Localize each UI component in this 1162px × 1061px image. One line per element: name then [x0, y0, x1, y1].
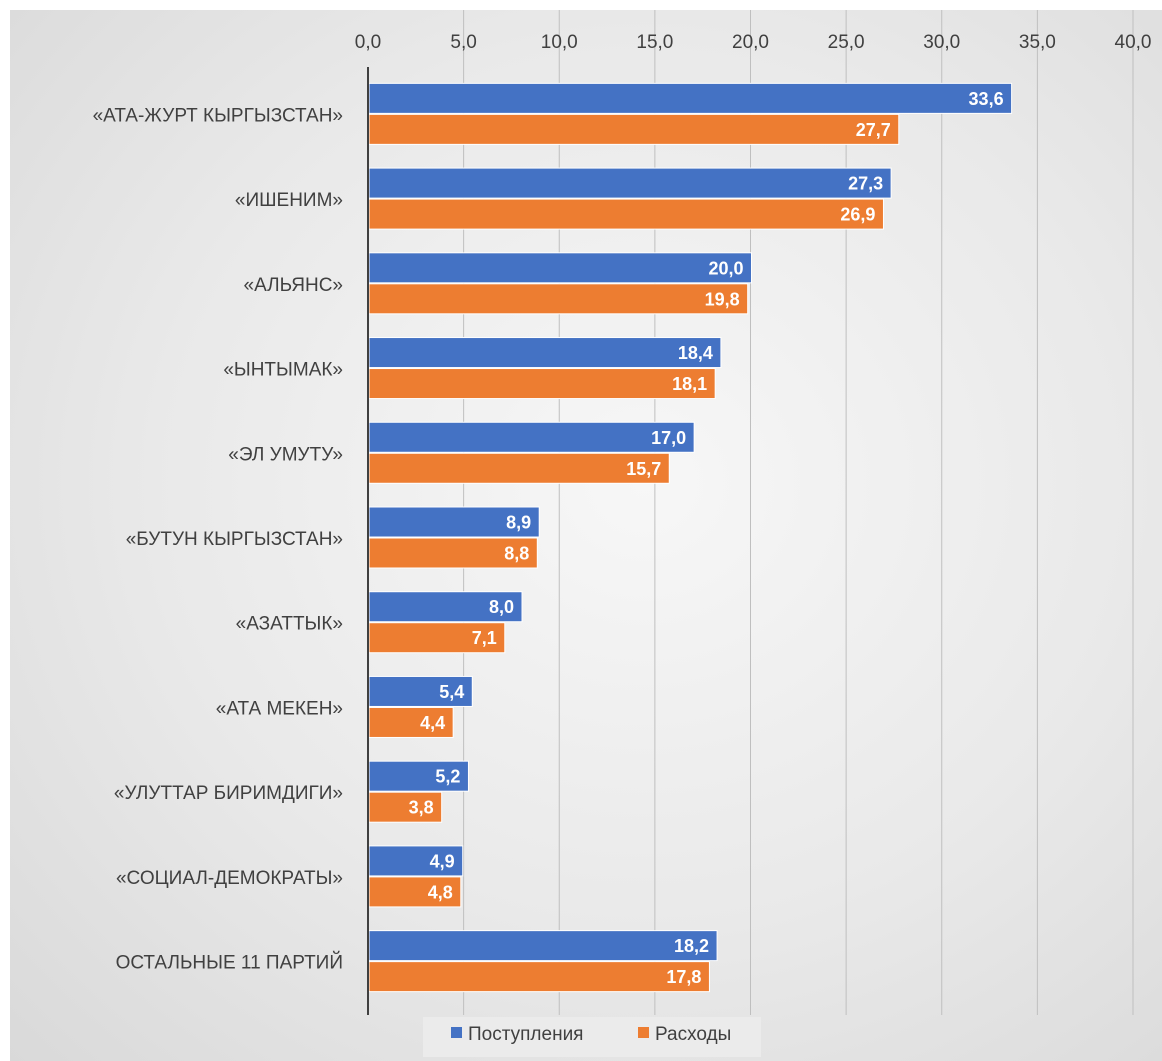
data-label: 17,0 — [651, 428, 686, 448]
legend-label-expenses: Расходы — [655, 1024, 731, 1045]
data-label: 4,9 — [430, 851, 455, 871]
data-label: 27,7 — [856, 120, 891, 140]
category-label: «АТА-ЖУРТ КЫРГЫЗСТАН» — [93, 105, 343, 126]
data-label: 4,4 — [420, 713, 445, 733]
bar-expenses — [368, 452, 670, 484]
bar-expenses — [368, 961, 710, 993]
bar-income — [368, 760, 469, 792]
data-label: 18,4 — [678, 343, 713, 363]
legend-label-income: Поступления — [468, 1024, 583, 1045]
bar-expenses — [368, 198, 884, 230]
bar-income — [368, 930, 718, 962]
data-label: 5,4 — [439, 682, 464, 702]
legend-swatch-income — [451, 1027, 462, 1038]
data-label: 26,9 — [840, 205, 875, 225]
x-tick-label: 0,0 — [355, 32, 381, 53]
bar-expenses — [368, 706, 454, 738]
legend: Поступления Расходы — [423, 1017, 761, 1057]
bar-expenses — [368, 113, 900, 145]
bar-income — [368, 167, 892, 199]
data-label: 8,0 — [489, 597, 514, 617]
bar-expenses — [368, 368, 716, 400]
bar-income — [368, 252, 752, 284]
bar-expenses — [368, 283, 749, 315]
data-label: 4,8 — [428, 882, 453, 902]
category-labels: «АТА-ЖУРТ КЫРГЫЗСТАН» «ИШЕНИМ» «АЛЬЯНС» «ЫН… — [93, 105, 343, 973]
data-label: 19,8 — [705, 289, 740, 309]
category-label: «СОЦИАЛ-ДЕМОКРАТЫ» — [116, 868, 343, 889]
legend-box — [423, 1017, 761, 1057]
x-tick-label: 25,0 — [828, 32, 865, 53]
data-label: 27,3 — [848, 174, 883, 194]
category-label: «ЭЛ УМУТУ» — [228, 444, 343, 465]
category-label: «АЗАТТЫК» — [236, 614, 343, 635]
data-label: 7,1 — [472, 628, 497, 648]
category-label: «АТА МЕКЕН» — [216, 698, 343, 719]
bars: 33,6 27,7 27,3 26,9 20,0 19,8 18,4 18,1 17,0 15,7… — [368, 82, 1013, 993]
gridlines — [463, 10, 1134, 1015]
bar-expenses — [368, 791, 443, 823]
data-label: 20,0 — [708, 258, 743, 278]
x-tick-label: 15,0 — [636, 32, 673, 53]
x-axis-ticks: 0,0 5,0 10,0 15,0 20,0 25,0 30,0 35,0 40,0 — [355, 32, 1152, 53]
legend-swatch-expenses — [638, 1027, 649, 1038]
bar-income — [368, 591, 523, 623]
data-label: 33,6 — [969, 89, 1004, 109]
bar-income — [368, 421, 695, 453]
category-label: «ЫНТЫМАК» — [223, 360, 343, 381]
bar-chart: 0,0 5,0 10,0 15,0 20,0 25,0 30,0 35,0 40,0 33,6 2… — [93, 10, 1152, 1057]
x-tick-label: 20,0 — [732, 32, 769, 53]
category-label: «УЛУТТАР БИРИМДИГИ» — [114, 783, 343, 804]
bar-income — [368, 845, 464, 877]
data-label: 8,8 — [504, 544, 529, 564]
data-label: 3,8 — [409, 798, 434, 818]
category-label: «АЛЬЯНС» — [244, 275, 343, 296]
category-label: «ИШЕНИМ» — [235, 190, 343, 211]
x-tick-label: 30,0 — [923, 32, 960, 53]
x-tick-label: 40,0 — [1115, 32, 1152, 53]
chart-area: 0,0 5,0 10,0 15,0 20,0 25,0 30,0 35,0 40,0 33,6 2… — [10, 10, 1162, 1061]
bar-income — [368, 337, 722, 369]
x-tick-label: 10,0 — [541, 32, 578, 53]
data-label: 15,7 — [626, 459, 661, 479]
category-label: ОСТАЛЬНЫЕ 11 ПАРТИЙ — [116, 952, 343, 974]
data-label: 17,8 — [666, 967, 701, 987]
bar-expenses — [368, 876, 462, 908]
category-label: «БУТУН КЫРГЫЗСТАН» — [126, 529, 343, 550]
x-tick-label: 5,0 — [450, 32, 476, 53]
data-label: 5,2 — [435, 767, 460, 787]
data-label: 18,1 — [672, 374, 707, 394]
bar-income — [368, 82, 1013, 114]
data-label: 18,2 — [674, 936, 709, 956]
bar-income — [368, 675, 473, 707]
data-label: 8,9 — [506, 513, 531, 533]
bar-expenses — [368, 537, 538, 569]
x-tick-label: 35,0 — [1019, 32, 1056, 53]
bar-expenses — [368, 622, 506, 654]
